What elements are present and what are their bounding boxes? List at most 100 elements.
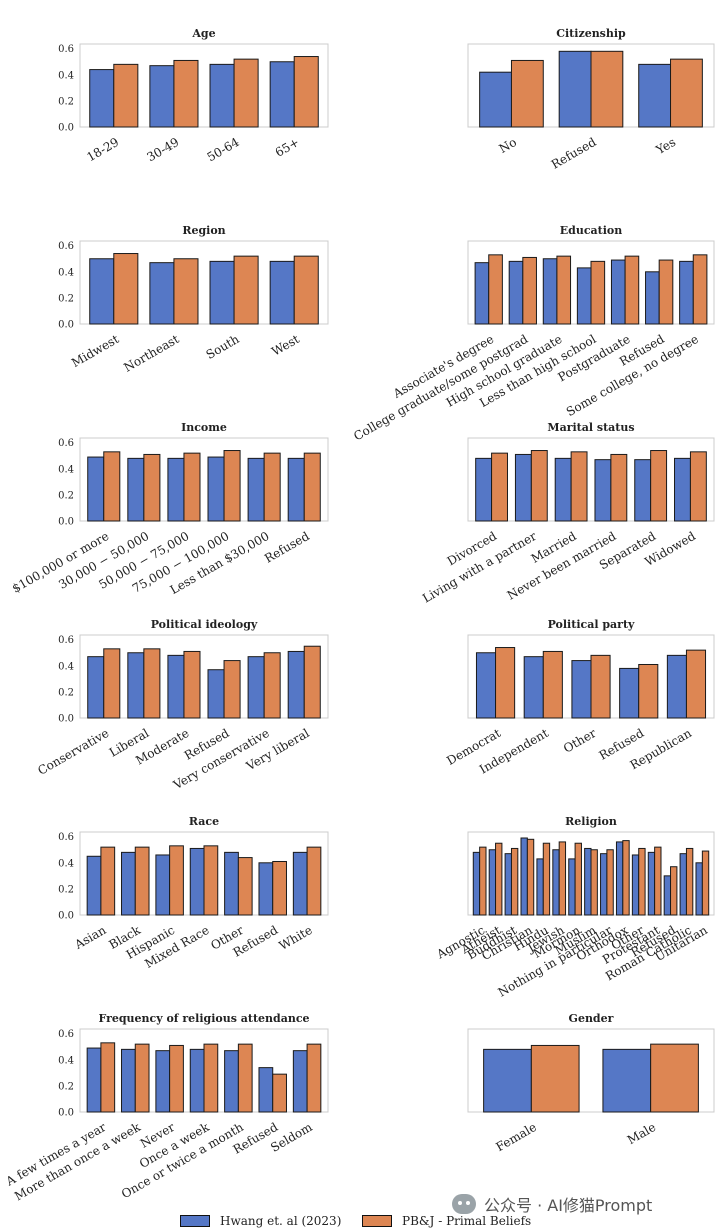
- bar-pbj: [590, 50, 624, 128]
- bar-hwang: [475, 457, 493, 522]
- bar-pbj: [303, 452, 321, 522]
- bar-hwang: [287, 457, 305, 522]
- bar-pbj: [650, 1043, 699, 1113]
- bar-pbj: [233, 255, 259, 325]
- chart-age: Age 0.0 0.2 0.4 0.6 18-29 30-49 50-64 65+: [58, 27, 329, 164]
- bar-pbj: [143, 648, 161, 719]
- chart-title: Marital status: [547, 421, 634, 434]
- legend: Hwang et. al (2023) PB&J - Primal Belief…: [0, 1212, 720, 1232]
- bar-pbj: [590, 260, 606, 325]
- bar-hwang: [209, 260, 235, 325]
- bar-hwang: [679, 853, 687, 916]
- bar-hwang: [167, 457, 185, 522]
- bar-hwang: [155, 1050, 171, 1113]
- bar-pbj: [183, 650, 201, 719]
- x-tick-label: South: [204, 332, 242, 362]
- bar-hwang: [568, 858, 576, 916]
- chart-gender: Gender Female Male: [467, 1012, 715, 1154]
- bar-hwang: [207, 456, 225, 522]
- bar-hwang: [663, 875, 672, 916]
- legend-item-pbj: PB&J - Primal Beliefs: [362, 1214, 531, 1228]
- y-tick-label: 0.2: [58, 96, 74, 107]
- bar-pbj: [173, 59, 199, 128]
- bar-pbj: [113, 63, 139, 128]
- x-tick-label: Midwest: [69, 332, 121, 370]
- wechat-icon: [452, 1194, 476, 1214]
- bar-hwang: [645, 271, 660, 325]
- bar-hwang: [474, 262, 490, 325]
- bar-hwang: [536, 858, 544, 916]
- bar-pbj: [495, 647, 516, 719]
- bar-hwang: [584, 847, 592, 916]
- bar-pbj: [638, 847, 646, 916]
- chart-title: Political party: [548, 618, 635, 631]
- bar-pbj: [203, 1043, 219, 1113]
- y-tick-label: 0.2: [58, 293, 74, 304]
- bar-hwang: [258, 862, 274, 916]
- bar-pbj: [293, 56, 319, 128]
- bar-hwang: [149, 262, 175, 325]
- bar-hwang: [631, 854, 640, 916]
- y-tick-label: 0.2: [58, 687, 74, 698]
- bar-hwang: [127, 652, 145, 719]
- chart-title: Age: [191, 27, 215, 40]
- x-tick-label: 18-29: [84, 135, 121, 164]
- bar-pbj: [610, 453, 628, 522]
- bar-pbj: [233, 58, 259, 128]
- bar-hwang: [207, 669, 225, 719]
- y-tick-label: 0.4: [58, 858, 74, 869]
- bar-pbj: [650, 450, 668, 522]
- bar-pbj: [306, 846, 322, 916]
- chart-title: Religion: [565, 815, 617, 828]
- bar-hwang: [121, 1048, 136, 1113]
- x-tick-label: 30-49: [144, 135, 181, 164]
- legend-label-hwang: Hwang et. al (2023): [220, 1214, 342, 1228]
- x-tick-label: No: [497, 135, 519, 156]
- x-tick-label: Other: [561, 726, 599, 756]
- plot-frame: [79, 634, 329, 719]
- bar-pbj: [542, 650, 563, 719]
- bar-hwang: [127, 457, 145, 522]
- y-tick-label: 0.6: [58, 241, 74, 252]
- bar-pbj: [495, 842, 503, 916]
- bar-pbj: [303, 645, 321, 719]
- y-tick-label: 0.0: [58, 320, 74, 331]
- bar-hwang: [475, 652, 497, 719]
- bar-hwang: [508, 260, 524, 325]
- bar-hwang: [520, 837, 528, 916]
- bar-hwang: [247, 656, 265, 719]
- chart-citizenship: Citizenship No Refused Yes: [467, 27, 715, 172]
- bar-pbj: [306, 1043, 322, 1113]
- bar-hwang: [269, 61, 295, 128]
- chart-title: Region: [182, 224, 225, 237]
- bar-hwang: [89, 69, 115, 128]
- x-tick-label: Refused: [549, 135, 599, 172]
- bar-hwang: [258, 1067, 274, 1113]
- y-tick-label: 0.4: [58, 1055, 74, 1066]
- bar-hwang: [554, 457, 572, 522]
- bar-hwang: [576, 267, 592, 325]
- x-tick-label: 65+: [273, 135, 302, 160]
- bar-pbj: [556, 255, 572, 325]
- bar-hwang: [479, 71, 512, 128]
- bar-hwang: [594, 459, 612, 522]
- bar-hwang: [504, 853, 512, 916]
- bar-hwang: [87, 656, 105, 719]
- bar-pbj: [100, 846, 116, 916]
- bar-hwang: [647, 851, 656, 916]
- bar-pbj: [223, 450, 241, 522]
- bar-pbj: [183, 452, 201, 522]
- legend-swatch-pbj: [362, 1215, 392, 1227]
- y-tick-label: 0.4: [58, 267, 74, 278]
- bar-pbj: [685, 847, 694, 916]
- x-tick-label: Refused: [262, 529, 312, 566]
- bar-hwang: [247, 457, 265, 522]
- bar-hwang: [224, 851, 239, 916]
- y-tick-label: 0.6: [58, 832, 74, 843]
- y-tick-label: 0.0: [58, 517, 74, 528]
- bar-pbj: [701, 850, 710, 916]
- chart-title: Gender: [569, 1012, 614, 1025]
- chart-title: Political ideology: [151, 618, 258, 631]
